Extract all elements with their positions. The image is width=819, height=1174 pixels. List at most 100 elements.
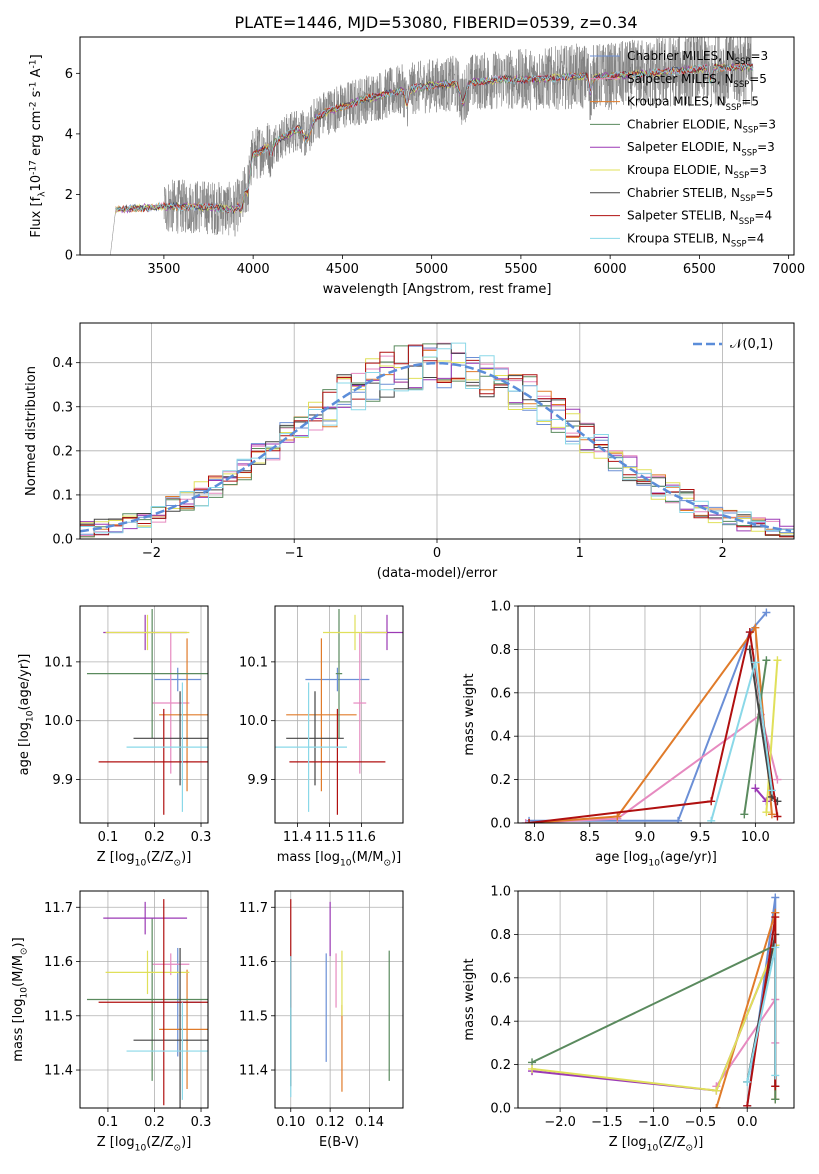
y-tick-label: 0.4 (52, 356, 73, 371)
label-part: Kroupa MILES, N (627, 95, 726, 109)
label-part: ⊙ (174, 859, 182, 869)
label-part: λ (38, 191, 48, 197)
label-part: SSP (740, 193, 756, 203)
weight-marker (751, 658, 760, 667)
label-part: age [log (17, 722, 32, 775)
y-tick-label: 10.1 (44, 655, 73, 670)
figure-title: PLATE=1446, MJD=53080, FIBERID=0539, z=0… (234, 13, 637, 32)
label-part: ⊙ (686, 1144, 694, 1154)
axes-frame (274, 890, 404, 1109)
label-part: Salpeter ELODIE, N (627, 140, 741, 154)
label-part: )] (11, 937, 26, 947)
label-part: ⊙ (174, 1144, 182, 1154)
grid (518, 891, 794, 1108)
axes-frame (274, 605, 404, 824)
x-tick-label: 11.5 (315, 830, 344, 845)
label-part: Z [log (97, 1135, 135, 1150)
weight-marker (773, 775, 782, 784)
x-tick-label: −1.0 (638, 1115, 670, 1130)
y-tick-label: 0.0 (490, 817, 511, 832)
y-tick-label: 9.9 (52, 773, 73, 788)
label-part: Kroupa STELIB, N (627, 231, 731, 245)
weight-marker (771, 1071, 780, 1080)
x-tick-label: 3500 (147, 262, 180, 277)
label-part: =5 (749, 72, 767, 86)
label-part: (age/yr)] (17, 654, 32, 711)
label-part: (M/M (11, 955, 26, 987)
y-tick-label: 11.6 (44, 955, 73, 970)
y-tick-label: 11.7 (44, 901, 73, 916)
y-tick-label: 1.0 (490, 885, 511, 900)
weight-line (746, 947, 777, 1083)
plot-area (518, 891, 794, 1108)
y-tick-label: 11.5 (239, 1009, 268, 1024)
label-part: SSP (726, 102, 742, 112)
label-part: Normed distribution (24, 366, 39, 496)
weight-line (528, 631, 779, 823)
label-part: Z [log (97, 850, 135, 865)
label-part: age [log (595, 850, 648, 865)
x-tick-label: −2.0 (544, 1115, 576, 1130)
weight-line (743, 660, 768, 815)
chart-mass_vs_Z: 0.1 0.2 0.311.411.511.611.7Z [log10(Z/Z⊙)]… (11, 890, 212, 1154)
x-tick-label: 8.0 (524, 830, 545, 845)
label-part: SSP (735, 56, 751, 66)
weight-marker (707, 816, 716, 823)
label-part: =3 (757, 140, 775, 154)
chart-mass_vs_ebv: 0.10 0.12 0.14 11.4 11.5 11.6 11.7 E(B-V) (239, 890, 404, 1150)
label-part: (Z/Z (658, 1135, 685, 1150)
label-part: =4 (747, 231, 765, 245)
y-tick-label: 0.3 (52, 400, 73, 415)
y-tick-label: 0.0 (490, 1102, 511, 1117)
x-axis-label: Z [log10(Z/Z⊙)] (609, 1135, 704, 1154)
plot-area (110, 37, 754, 255)
label-part: Chabrier MILES, N (627, 49, 735, 63)
label-part: ] (29, 54, 44, 59)
weight-marker (743, 1101, 752, 1108)
y-tick-label: 9.9 (247, 773, 268, 788)
label-part: 10 (26, 710, 36, 722)
x-tick-label: 0.0 (737, 1115, 758, 1130)
x-tick-label: 4000 (237, 262, 270, 277)
chart-weight_vs_age: 8.0 8.5 9.0 9.5 10.0 0.0 0.2 0.4 0.6 0.8 1.0 age [l… (462, 600, 795, 869)
legend-label: 𝒩(0,1) (730, 337, 773, 352)
weight-marker (771, 943, 780, 952)
x-tick-label: 5000 (415, 262, 448, 277)
label-part: (Z/Z (146, 1135, 173, 1150)
x-tick-label: 0.3 (191, 1115, 212, 1130)
x-tick-label: 5500 (504, 262, 537, 277)
weight-line (715, 912, 777, 1108)
chart-age_vs_mass: 11.4 11.5 11.6 9.9 10.0 10.1 mass [log10(M/M⊙)… (239, 605, 404, 869)
y-tick-label: 0.6 (490, 971, 511, 986)
weight-marker (771, 1095, 780, 1104)
label-part: Chabrier STELIB, N (627, 186, 740, 200)
y-tick-label: 0 (65, 249, 73, 264)
plot-area (80, 891, 208, 1108)
x-axis-label: (data-model)/error (377, 566, 498, 581)
label-part: Z [log (609, 1135, 647, 1150)
label-part: =3 (749, 163, 767, 177)
label-part: -1 (28, 59, 38, 68)
label-part: 10 (29, 175, 44, 192)
y-tick-label: 6 (65, 67, 73, 82)
legend-label: Chabrier ELODIE, NSSP=3 (627, 117, 776, 134)
label-part: (data-model)/error (377, 566, 498, 581)
observed-spectrum-line (110, 37, 754, 255)
label-part: SSP (743, 125, 759, 135)
x-axis-label: wavelength [Angstrom, rest frame] (323, 282, 552, 297)
label-part: mass weight (462, 958, 477, 1040)
label-part: Salpeter MILES, N (627, 72, 734, 86)
x-tick-label: −0.5 (685, 1115, 717, 1130)
y-tick-label: 1.0 (490, 600, 511, 615)
weight-line (529, 611, 768, 822)
x-tick-label: 10.0 (741, 830, 770, 845)
grid (275, 891, 403, 1108)
label-part: 10 (648, 859, 660, 869)
label-part: (M/M (352, 850, 384, 865)
x-tick-label: 9.0 (635, 830, 656, 845)
weight-marker (771, 1082, 780, 1091)
legend-label: Salpeter MILES, NSSP=5 (627, 72, 767, 89)
x-tick-label: 0 (433, 546, 441, 561)
x-axis-label: Z [log10(Z/Z⊙)] (97, 850, 192, 869)
